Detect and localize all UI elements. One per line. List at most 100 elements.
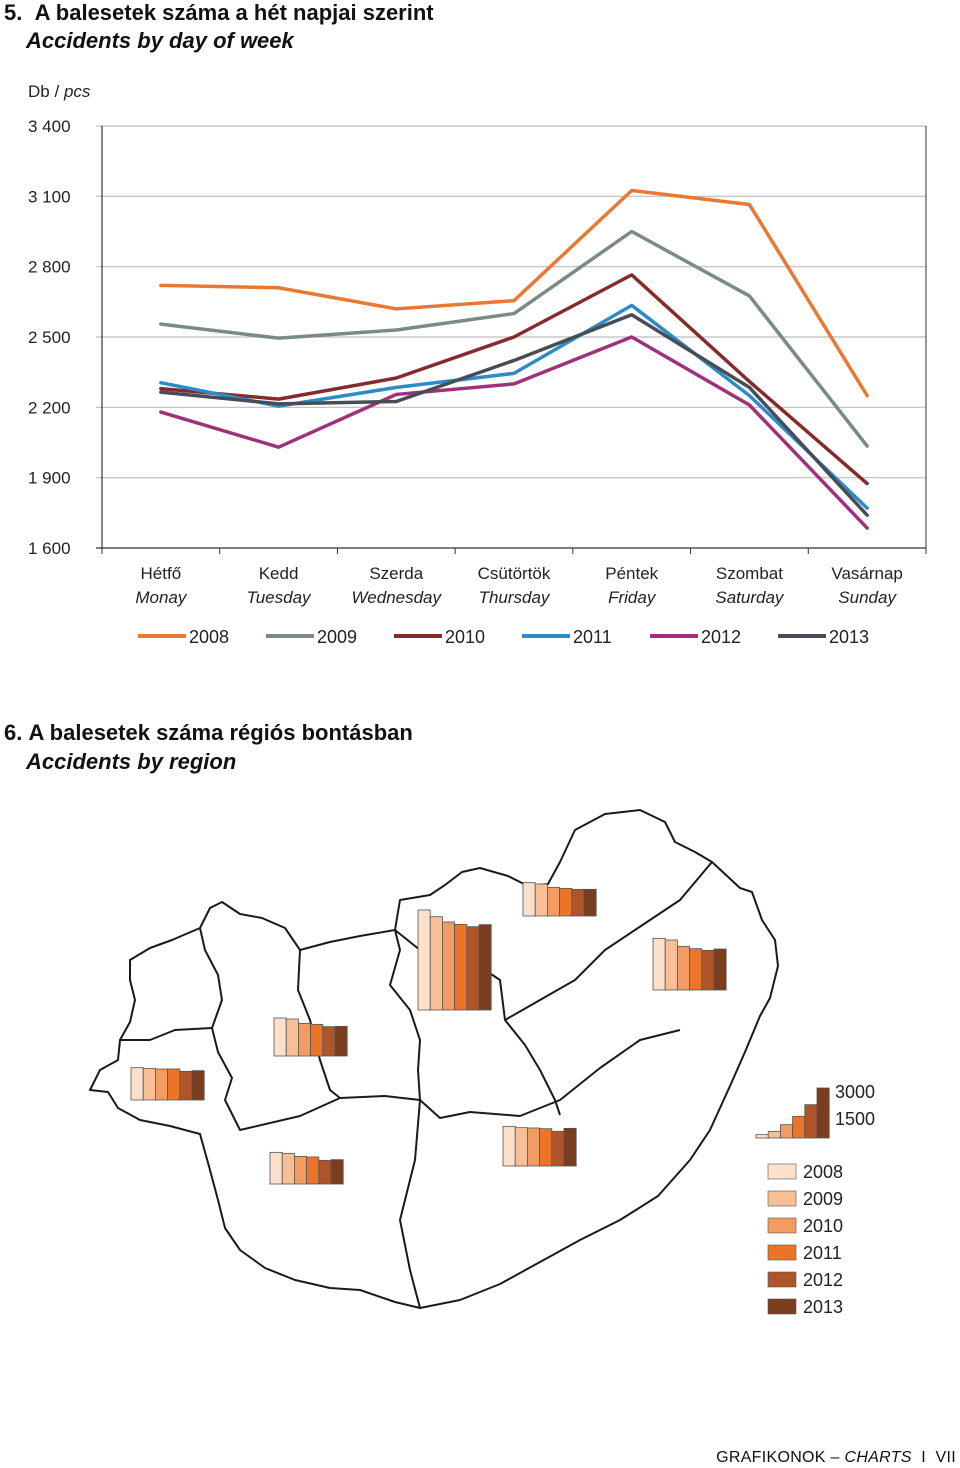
series-line-2009 (159, 229, 869, 448)
y-tick-label: 2 200 (28, 398, 71, 417)
x-tick-label: Hétfő (141, 564, 182, 583)
bar-2008 (417, 909, 431, 1011)
legend-label-2010: 2010 (445, 627, 485, 647)
legend-swatch-2011 (767, 1244, 797, 1261)
bar-2008 (522, 882, 536, 917)
y-tick-label: 2 800 (28, 258, 71, 277)
y-tick-label: 3 100 (28, 187, 71, 206)
x-tick-label: Monay (135, 588, 188, 607)
bar-2008 (502, 1125, 516, 1167)
y-tick-label: 1 600 (28, 539, 71, 558)
bar-2012 (571, 888, 585, 917)
legend-label-2012: 2012 (701, 627, 741, 647)
region-border (120, 1027, 213, 1041)
region-map-chart: 3000 1500 2008 2009 2010 2011 2012 2013 (89, 809, 875, 1317)
bar-2008 (130, 1067, 144, 1101)
bar-2012 (322, 1026, 336, 1057)
scale-bar (816, 1087, 830, 1139)
legend: 2008 2009 2010 2011 2012 2013 (138, 627, 869, 647)
chart6-number: 6. (4, 720, 23, 745)
region-bar-group (417, 909, 492, 1011)
chart6-title-en: Accidents by region (26, 749, 237, 774)
x-tick-label: Kedd (259, 564, 299, 583)
bar-2012 (466, 926, 480, 1011)
x-ticks: Hétfő Monay Kedd Tuesday Szerda Wednesday Csüt… (101, 548, 927, 607)
bar-2012 (551, 1130, 565, 1167)
region-bar-group (130, 1067, 205, 1101)
scale-bar (792, 1115, 806, 1139)
bar-2011 (689, 948, 703, 991)
x-tick-label: Szombat (716, 564, 783, 583)
x-tick-label: Csütörtök (478, 564, 551, 583)
bar-2010 (527, 1127, 541, 1167)
legend: 2008 2009 2010 2011 2012 2013 (767, 1162, 843, 1317)
bar-2013 (330, 1159, 344, 1185)
legend-label-2011: 2011 (803, 1243, 842, 1263)
bar-2013 (583, 888, 597, 917)
bar-2008 (269, 1151, 283, 1185)
bar-2010 (297, 1022, 311, 1057)
region-bars (130, 882, 727, 1185)
bar-2009 (142, 1067, 156, 1101)
x-tick-label: Thursday (479, 588, 551, 607)
bar-2012 (701, 949, 715, 991)
bar-2010 (154, 1068, 168, 1101)
legend-label-2009: 2009 (803, 1189, 843, 1209)
region-bar-group (522, 882, 597, 917)
bar-2008 (273, 1017, 287, 1057)
bar-2009 (534, 883, 548, 917)
bar-2009 (429, 916, 443, 1011)
legend-label-2008: 2008 (189, 627, 229, 647)
x-tick-label: Friday (608, 588, 657, 607)
chart5-title-hu: A balesetek száma a hét napjai szerint (34, 0, 434, 25)
x-tick-label: Vasárnap (831, 564, 903, 583)
region-border (389, 929, 421, 1101)
y-axis-label: Db / pcs (28, 82, 91, 101)
legend-swatch-2013 (767, 1298, 797, 1315)
series-line-2012 (159, 335, 869, 530)
y-tick-label: 1 900 (28, 469, 71, 488)
x-tick-label: Szerda (369, 564, 423, 583)
chart5-number: 5. (4, 0, 23, 25)
page-footer: GRAFIKONOK – CHARTS I VII (716, 1448, 956, 1468)
region-bar-group (502, 1125, 577, 1167)
bar-2011 (306, 1156, 320, 1185)
bar-2012 (318, 1159, 332, 1185)
x-tick-label: Péntek (605, 564, 658, 583)
legend-swatch-2010 (767, 1217, 797, 1234)
series-lines (159, 188, 869, 530)
footer-charts: CHARTS (844, 1449, 912, 1466)
bar-2009 (285, 1018, 299, 1057)
bar-2012 (179, 1070, 193, 1101)
bar-2010 (547, 886, 561, 917)
scale-bar (780, 1124, 794, 1139)
line-chart: Db / pcs 3 400 3 100 2 800 2 500 2 200 1 900 1… (28, 82, 927, 647)
scale-key: 3000 1500 (755, 1082, 875, 1139)
legend-label-2011: 2011 (573, 627, 612, 647)
chart5-subtitle: Accidents by day of week (26, 28, 294, 54)
chart5-title-en: Accidents by day of week (26, 28, 294, 53)
bar-2011 (310, 1023, 324, 1057)
bar-2013 (563, 1127, 577, 1167)
x-tick-label: Wednesday (352, 588, 443, 607)
scale-bar (755, 1134, 769, 1139)
region-bar-group (652, 937, 727, 991)
bar-2011 (559, 887, 573, 917)
footer-dash: – (830, 1449, 840, 1466)
x-tick-label: Sunday (838, 588, 897, 607)
footer-page: VII (935, 1449, 956, 1466)
y-tick-label: 2 500 (28, 328, 71, 347)
bar-2011 (454, 923, 468, 1011)
bar-2010 (293, 1155, 307, 1185)
region-border (419, 1029, 681, 1119)
bar-2009 (281, 1152, 295, 1185)
chart6-title-hu: A balesetek száma régiós bontásban (28, 720, 413, 745)
bar-2009 (514, 1127, 528, 1167)
bar-2010 (441, 921, 455, 1011)
footer-sep: I (921, 1449, 927, 1466)
bar-2013 (478, 924, 492, 1011)
y-tick-label: 3 400 (28, 117, 71, 136)
legend-swatch-2008 (767, 1163, 797, 1180)
legend-swatch-2012 (767, 1271, 797, 1288)
bar-2008 (652, 937, 666, 991)
